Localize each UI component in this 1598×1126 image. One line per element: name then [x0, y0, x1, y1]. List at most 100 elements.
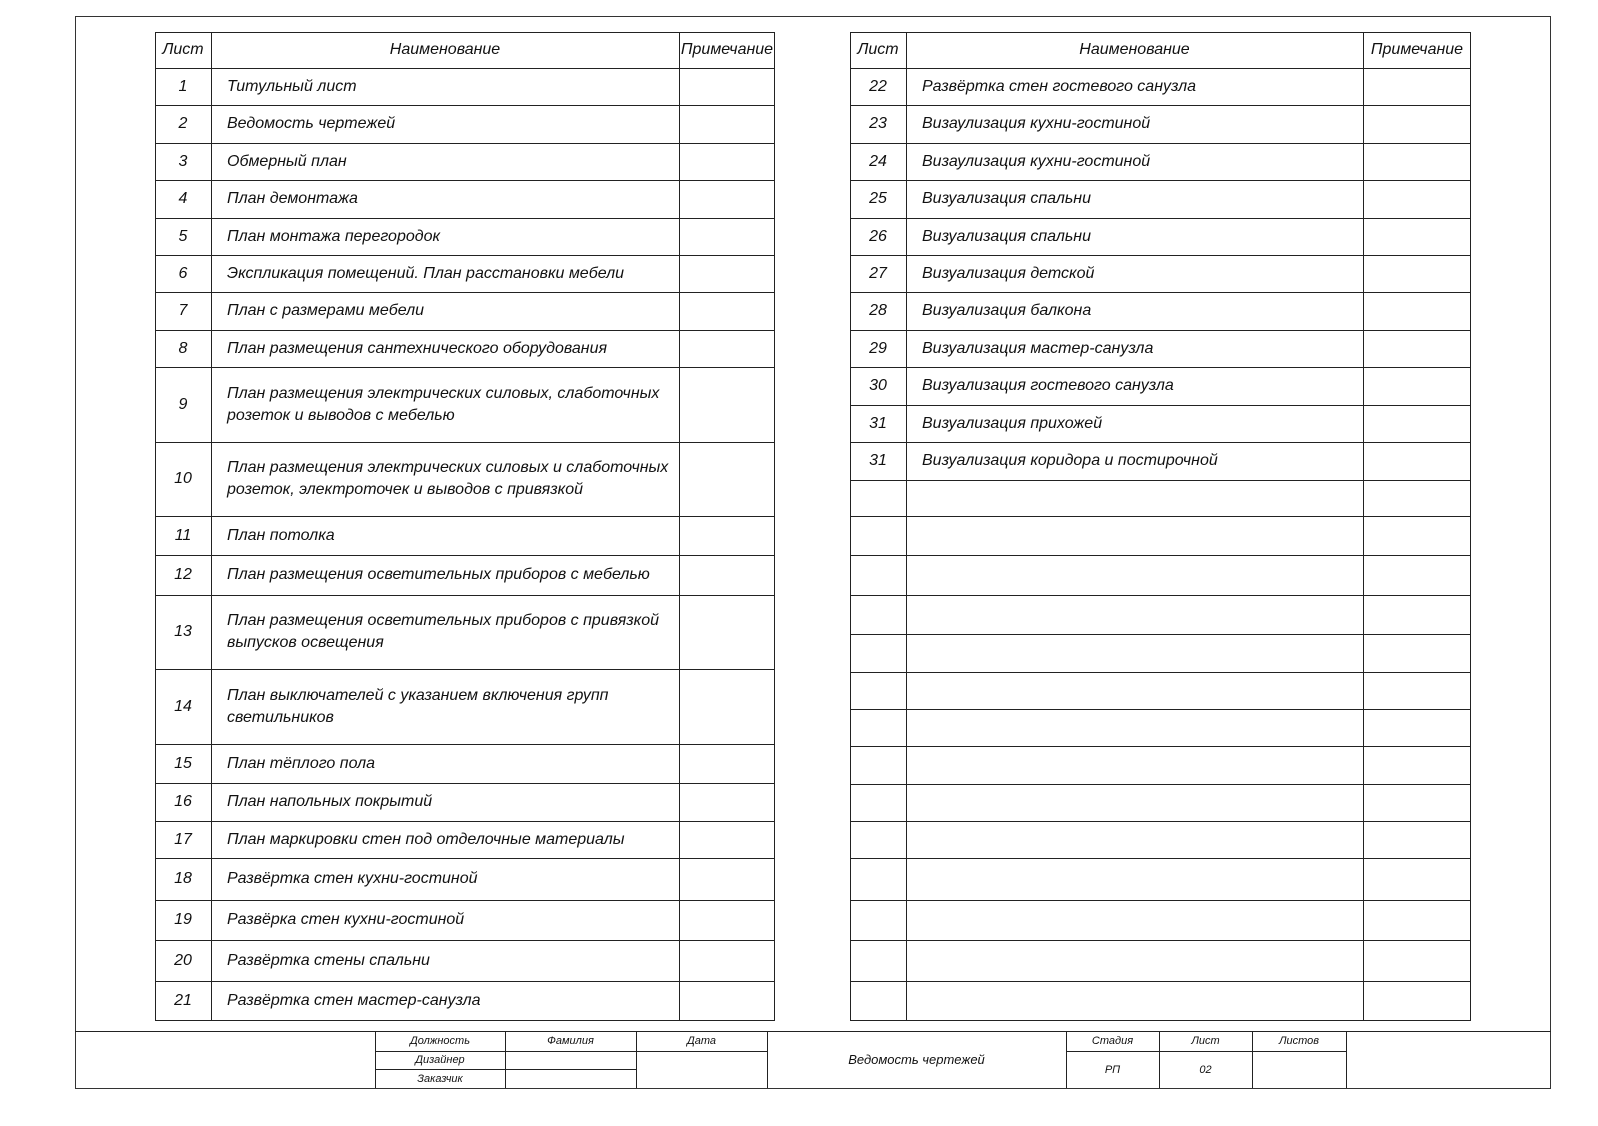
row-sheet-name: Визаулизация кухни-гостиной: [922, 115, 1151, 132]
row-sheet-number: 6: [178, 264, 188, 282]
header-note: Примечание: [1370, 41, 1464, 58]
row-sheet-name: Визуализация спальни: [922, 227, 1091, 245]
stage-value: РП: [1104, 1063, 1121, 1076]
row-sheet-number: 19: [174, 911, 192, 928]
row-sheet-number: 23: [869, 115, 887, 132]
row-note: [1363, 746, 1471, 784]
row-sheet-number: 3: [178, 152, 188, 170]
row-divider: [850, 143, 1471, 144]
row-sheet-number: [850, 480, 906, 516]
row-sheet-number: 18: [174, 870, 192, 887]
row-sheet-name: Развёртка стен мастер-санузла: [227, 991, 481, 1009]
row-sheet-name: Визуализация детской: [922, 264, 1095, 282]
row-sheet-number: 2: [178, 115, 188, 132]
row-sheet-number: 16: [174, 793, 192, 810]
role-client: Заказчик: [417, 1072, 463, 1085]
row-sheet-name: Визуализация балкона: [922, 302, 1092, 319]
row-sheet-name: Развёртка стены спальни: [227, 951, 430, 969]
row-note: [1363, 634, 1471, 672]
role-designer: Дизайнер: [415, 1054, 465, 1066]
row-note: [1363, 442, 1471, 480]
header-sheet: Лист: [857, 41, 899, 58]
row-sheet-number: 10: [174, 470, 192, 487]
row-divider: [155, 940, 775, 941]
row-divider: [850, 405, 1471, 406]
row-sheet-number: [850, 940, 906, 981]
row-sheet-number: [850, 858, 906, 900]
row-sheet-name: [922, 480, 1359, 516]
row-sheet-number: 14: [174, 697, 192, 715]
row-sheet-number: [850, 709, 906, 746]
row-divider: [155, 744, 775, 745]
row-divider: [850, 981, 1471, 982]
row-sheet-name: План размещения электрических силовых, с…: [227, 384, 660, 424]
row-divider: [155, 669, 775, 670]
row-sheet-name: Визуализация гостевого санузла: [922, 377, 1174, 394]
row-sheet-number: [850, 746, 906, 784]
row-divider: [155, 858, 775, 859]
row-sheet-number: 21: [174, 991, 192, 1009]
row-note: [1363, 821, 1471, 858]
row-sheet-number: 20: [174, 951, 192, 969]
row-divider: [850, 634, 1471, 635]
row-note: [679, 292, 775, 330]
row-sheet-name: [922, 516, 1359, 555]
row-sheet-name: Визуализация мастер-санузла: [922, 339, 1154, 357]
row-note: [1363, 709, 1471, 746]
row-sheet-number: 22: [869, 77, 887, 95]
row-note: [1363, 218, 1471, 255]
row-note: [1363, 516, 1471, 555]
row-sheet-number: [850, 595, 906, 634]
row-divider: [155, 218, 775, 219]
row-sheet-name: Визаулизация кухни-гостиной: [922, 152, 1151, 170]
row-note: [1363, 555, 1471, 595]
row-sheet-name: Ведомость чертежей: [227, 115, 396, 132]
row-sheet-name: [922, 900, 1359, 940]
row-divider: [155, 516, 775, 517]
row-note: [1363, 900, 1471, 940]
row-divider: [850, 555, 1471, 556]
row-note: [1363, 255, 1471, 292]
sheet-title: Ведомость чертежей: [848, 1051, 985, 1067]
row-sheet-number: [850, 516, 906, 555]
row-divider: [155, 255, 775, 256]
row-note: [679, 555, 775, 595]
row-sheet-name: Визуализация спальни: [922, 190, 1091, 207]
table-border: [850, 32, 1471, 1021]
row-note: [679, 900, 775, 940]
sheet-frame: [75, 16, 1551, 1089]
row-note: [1363, 68, 1471, 105]
row-divider: [850, 330, 1471, 331]
row-divider: [850, 672, 1471, 673]
row-divider: [850, 595, 1471, 596]
row-sheet-number: 8: [178, 339, 188, 357]
row-note: [1363, 784, 1471, 821]
row-note: [1363, 981, 1471, 1020]
row-sheet-name: [922, 940, 1359, 981]
row-divider: [155, 68, 775, 69]
column-divider: [1363, 32, 1364, 1020]
column-divider: [906, 32, 907, 1020]
row-divider: [850, 442, 1471, 443]
row-sheet-name: [922, 634, 1359, 672]
row-sheet-name: [922, 709, 1359, 746]
row-sheet-number: [850, 900, 906, 940]
row-sheet-name: Развёртка стен кухни-гостиной: [227, 870, 478, 887]
row-sheet-name: План напольных покрытий: [227, 793, 433, 810]
row-sheet-number: 28: [869, 302, 887, 319]
row-sheet-number: 9: [178, 395, 188, 413]
row-sheet-number: [850, 555, 906, 595]
row-sheet-name: [922, 981, 1359, 1020]
row-sheet-name: Визуализация прихожей: [922, 414, 1103, 432]
row-divider: [155, 367, 775, 368]
row-divider: [155, 981, 775, 982]
row-sheet-name: План с размерами мебели: [227, 302, 425, 319]
row-sheet-number: 1: [178, 77, 188, 95]
row-note: [679, 940, 775, 981]
row-note: [679, 367, 775, 442]
date-header: Дата: [686, 1035, 717, 1047]
row-note: [1363, 672, 1471, 709]
row-sheet-name: Обмерный план: [227, 152, 347, 170]
row-note: [679, 255, 775, 292]
